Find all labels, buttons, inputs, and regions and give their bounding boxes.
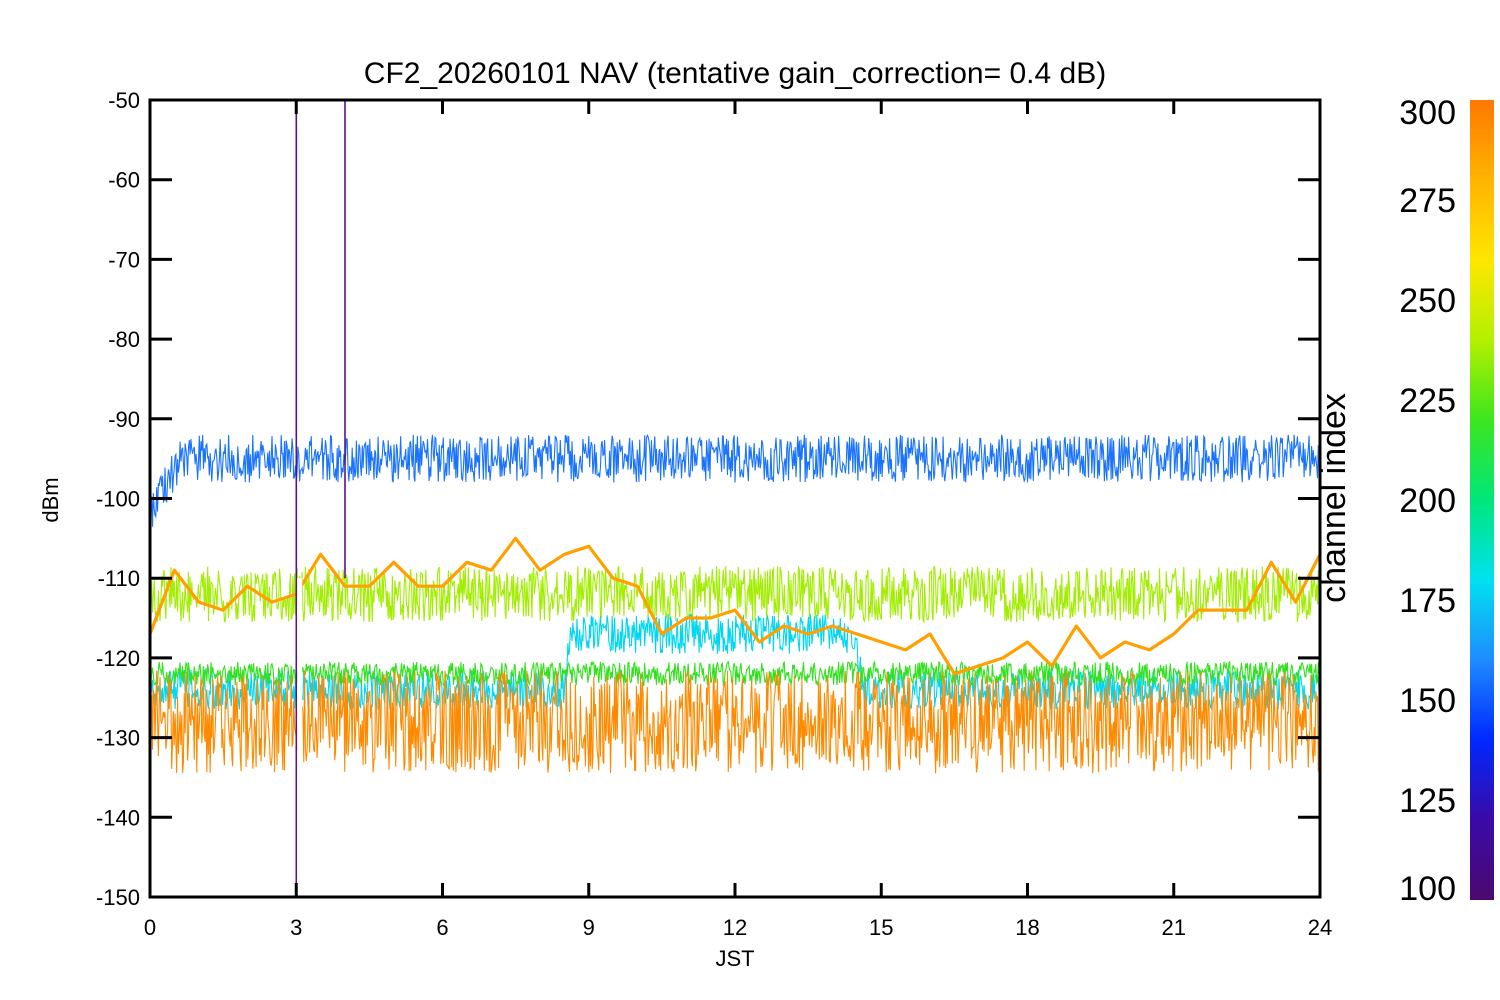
series-2-trace [150,566,1320,624]
colorbar-tick-label: 225 [1399,382,1456,420]
colorbar-tick-label: 275 [1399,182,1456,220]
colorbar-tick-label: 125 [1399,782,1456,820]
x-tick-label: 3 [290,915,302,940]
y-tick-label: -150 [96,885,140,910]
colorbar-ticks: 300 275 250 225 200 175 150 125 100 [1399,94,1456,908]
series-3-trace [150,614,1320,711]
y-tick-label: -60 [108,168,140,193]
chart-title: CF2_20260101 NAV (tentative gain_correct… [364,57,1106,90]
data-layer [150,100,1320,897]
y-tick-label: -110 [98,566,140,591]
x-tick-label: 12 [723,915,747,940]
y-tick-label: -50 [108,88,140,113]
colorbar-tick-label: 100 [1399,870,1456,908]
x-tick-label: 0 [144,915,156,940]
colorbar-tick-label: 300 [1399,94,1456,132]
y-tick-label: -70 [108,247,140,272]
y-axis-label: dBm [38,477,63,522]
y-tick-label: -100 [96,487,140,512]
colorbar-tick-label: 200 [1399,482,1456,520]
y-tick-label: -130 [96,726,140,751]
x-tick-label: 24 [1308,915,1332,940]
data-gap [297,578,303,897]
y-tick-label: -80 [108,327,140,352]
x-tick-label: 15 [869,915,893,940]
colorbar-tick-label: 175 [1399,582,1456,620]
colorbar [1470,100,1494,900]
series-4-trace [150,660,1320,688]
colorbar-tick-label: 250 [1399,282,1456,320]
series-5-trace [150,670,1320,774]
colorbar-tick-label: 150 [1399,682,1456,720]
plot-frame [148,98,1322,899]
x-tick-label: 21 [1162,915,1186,940]
x-tick-label: 18 [1015,915,1039,940]
ticks-layer: 0 3 6 9 12 15 18 21 24 -50 -60 -70 -80 -90 -100 -110 -12… [96,88,1332,940]
y-tick-label: -140 [96,805,140,830]
x-tick-label: 6 [436,915,448,940]
colorbar-label: channel index [1315,393,1353,603]
series-1-trace [150,433,1320,527]
x-axis-label: JST [715,946,754,971]
y-tick-label: -90 [108,407,140,432]
x-tick-label: 9 [583,915,595,940]
y-tick-label: -120 [96,646,140,671]
series-6-line [150,536,1320,676]
